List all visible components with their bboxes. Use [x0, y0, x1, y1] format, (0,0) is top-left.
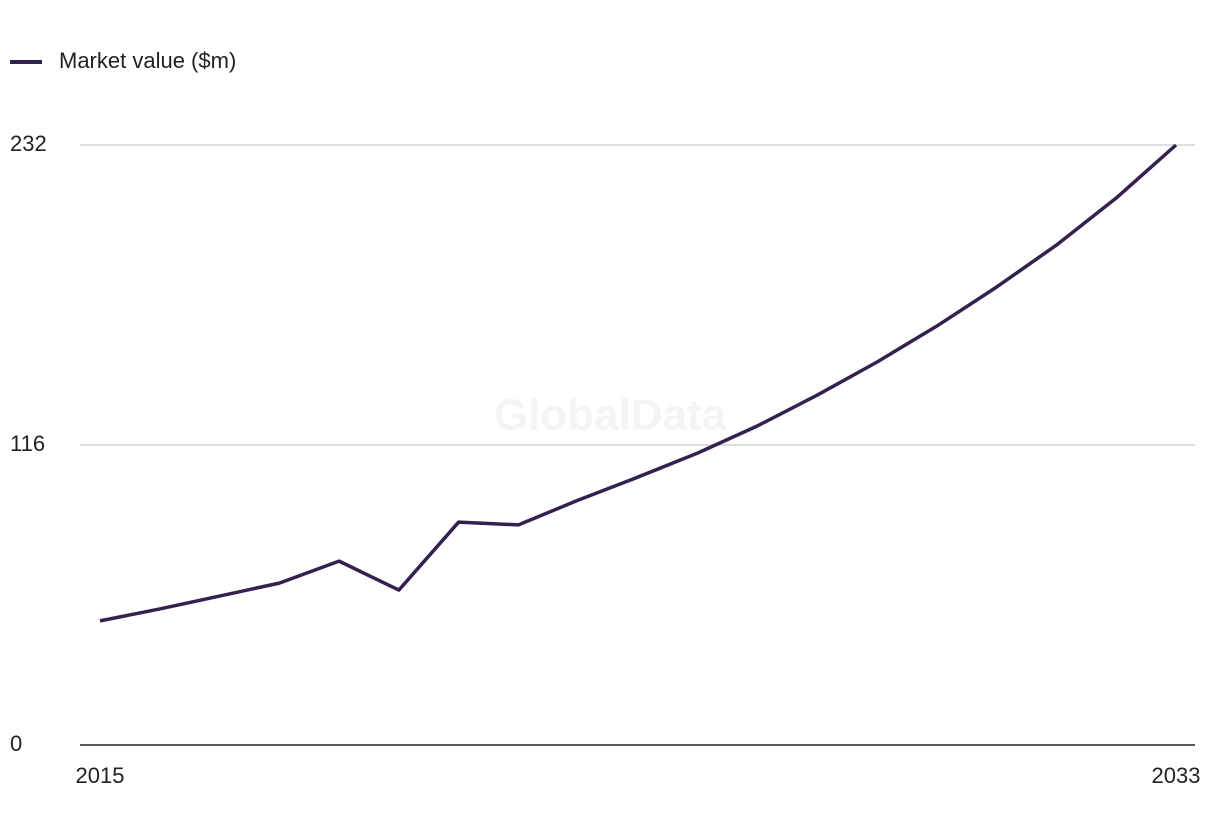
data-line	[99, 143, 1178, 623]
legend-label: Market value ($m)	[59, 48, 236, 73]
y-tick-label: 116	[10, 431, 45, 456]
watermark: GlobalData	[494, 391, 727, 440]
x-tick-label: 2015	[76, 763, 125, 788]
y-tick-label: 232	[10, 131, 47, 156]
y-tick-label: 0	[10, 731, 22, 756]
x-tick-label: 2033	[1152, 763, 1201, 788]
